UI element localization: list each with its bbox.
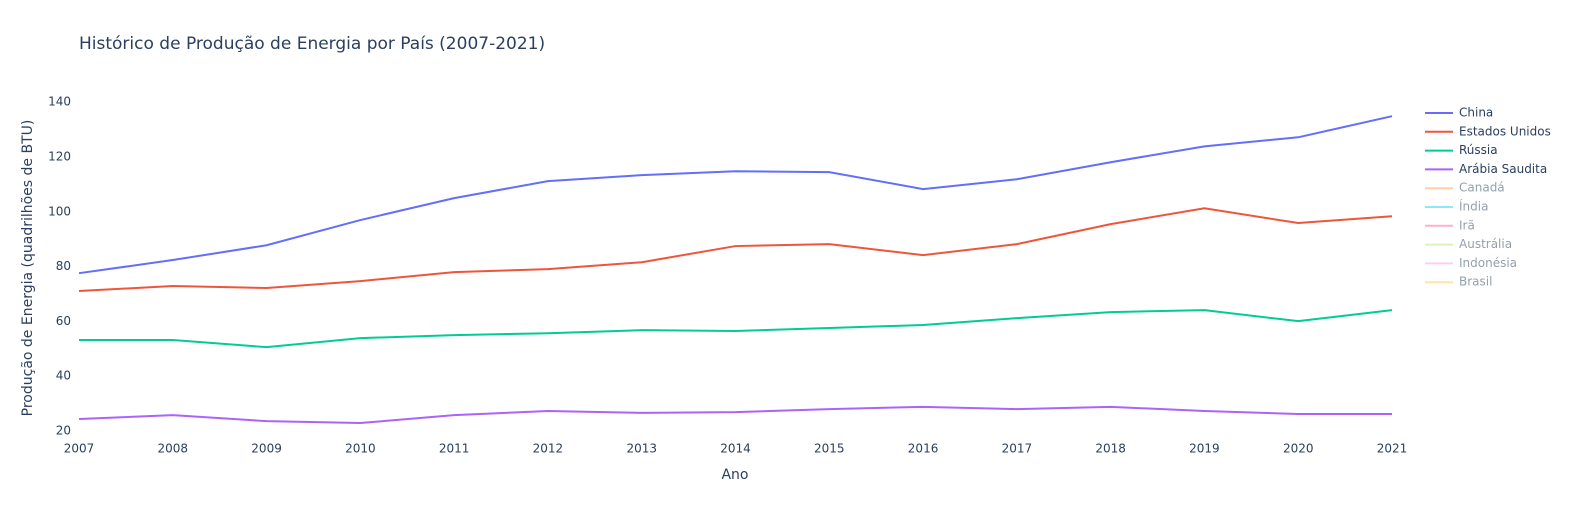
x-tick-label: 2017 bbox=[1002, 442, 1033, 456]
y-tick-label: 80 bbox=[56, 259, 71, 273]
y-tick-label: 120 bbox=[48, 150, 71, 164]
legend-item[interactable]: China bbox=[1425, 106, 1493, 120]
legend-item[interactable]: Índia bbox=[1425, 199, 1488, 214]
x-tick-label: 2009 bbox=[251, 442, 282, 456]
x-tick-label: 2007 bbox=[64, 442, 95, 456]
legend-label: Brasil bbox=[1459, 275, 1492, 289]
line-series bbox=[78, 405, 1392, 425]
x-tick-label: 2010 bbox=[345, 442, 376, 456]
legend-label: Irã bbox=[1459, 218, 1475, 232]
legend-label: Índia bbox=[1459, 199, 1488, 214]
chart-title: Histórico de Produção de Energia por Paí… bbox=[79, 34, 545, 54]
y-tick-label: 20 bbox=[56, 424, 71, 438]
y-tick-label: 100 bbox=[48, 204, 71, 218]
x-tick-label: 2012 bbox=[533, 442, 564, 456]
line-series bbox=[78, 115, 1393, 275]
legend-item[interactable]: Brasil bbox=[1425, 275, 1492, 289]
legend-label: Austrália bbox=[1459, 237, 1512, 251]
line-series bbox=[78, 207, 1393, 292]
legend-item[interactable]: Estados Unidos bbox=[1425, 124, 1551, 138]
x-tick-label: 2014 bbox=[720, 442, 751, 456]
legend-item[interactable]: Canadá bbox=[1425, 181, 1505, 195]
x-tick-label: 2018 bbox=[1095, 442, 1126, 456]
y-tick-label: 140 bbox=[48, 95, 71, 109]
legend-item[interactable]: Austrália bbox=[1425, 237, 1512, 251]
x-tick-label: 2013 bbox=[626, 442, 657, 456]
legend-label: China bbox=[1459, 106, 1493, 120]
legend-label: Estados Unidos bbox=[1459, 124, 1551, 138]
x-tick-label: 2008 bbox=[158, 442, 189, 456]
legend-label: Indonésia bbox=[1459, 256, 1517, 270]
legend-item[interactable]: Indonésia bbox=[1425, 256, 1517, 270]
legend-item[interactable]: Irã bbox=[1425, 218, 1475, 232]
y-tick-label: 40 bbox=[56, 369, 71, 383]
y-tick-label: 60 bbox=[56, 314, 71, 328]
x-tick-label: 2016 bbox=[908, 442, 939, 456]
y-axis-label: Produção de Energia (quadrilhões de BTU) bbox=[20, 120, 36, 417]
x-tick-label: 2015 bbox=[814, 442, 845, 456]
legend-item[interactable]: Rússia bbox=[1425, 143, 1498, 157]
x-tick-label: 2019 bbox=[1189, 442, 1220, 456]
legend-label: Canadá bbox=[1459, 181, 1505, 195]
x-tick-label: 2020 bbox=[1283, 442, 1314, 456]
x-tick-label: 2021 bbox=[1377, 442, 1408, 456]
line-series bbox=[79, 309, 1393, 349]
legend-label: Arábia Saudita bbox=[1459, 162, 1547, 176]
x-tick-label: 2011 bbox=[439, 442, 470, 456]
legend-item[interactable]: Arábia Saudita bbox=[1425, 162, 1547, 176]
x-axis-label: Ano bbox=[721, 467, 748, 483]
legend-label: Rússia bbox=[1459, 143, 1498, 157]
